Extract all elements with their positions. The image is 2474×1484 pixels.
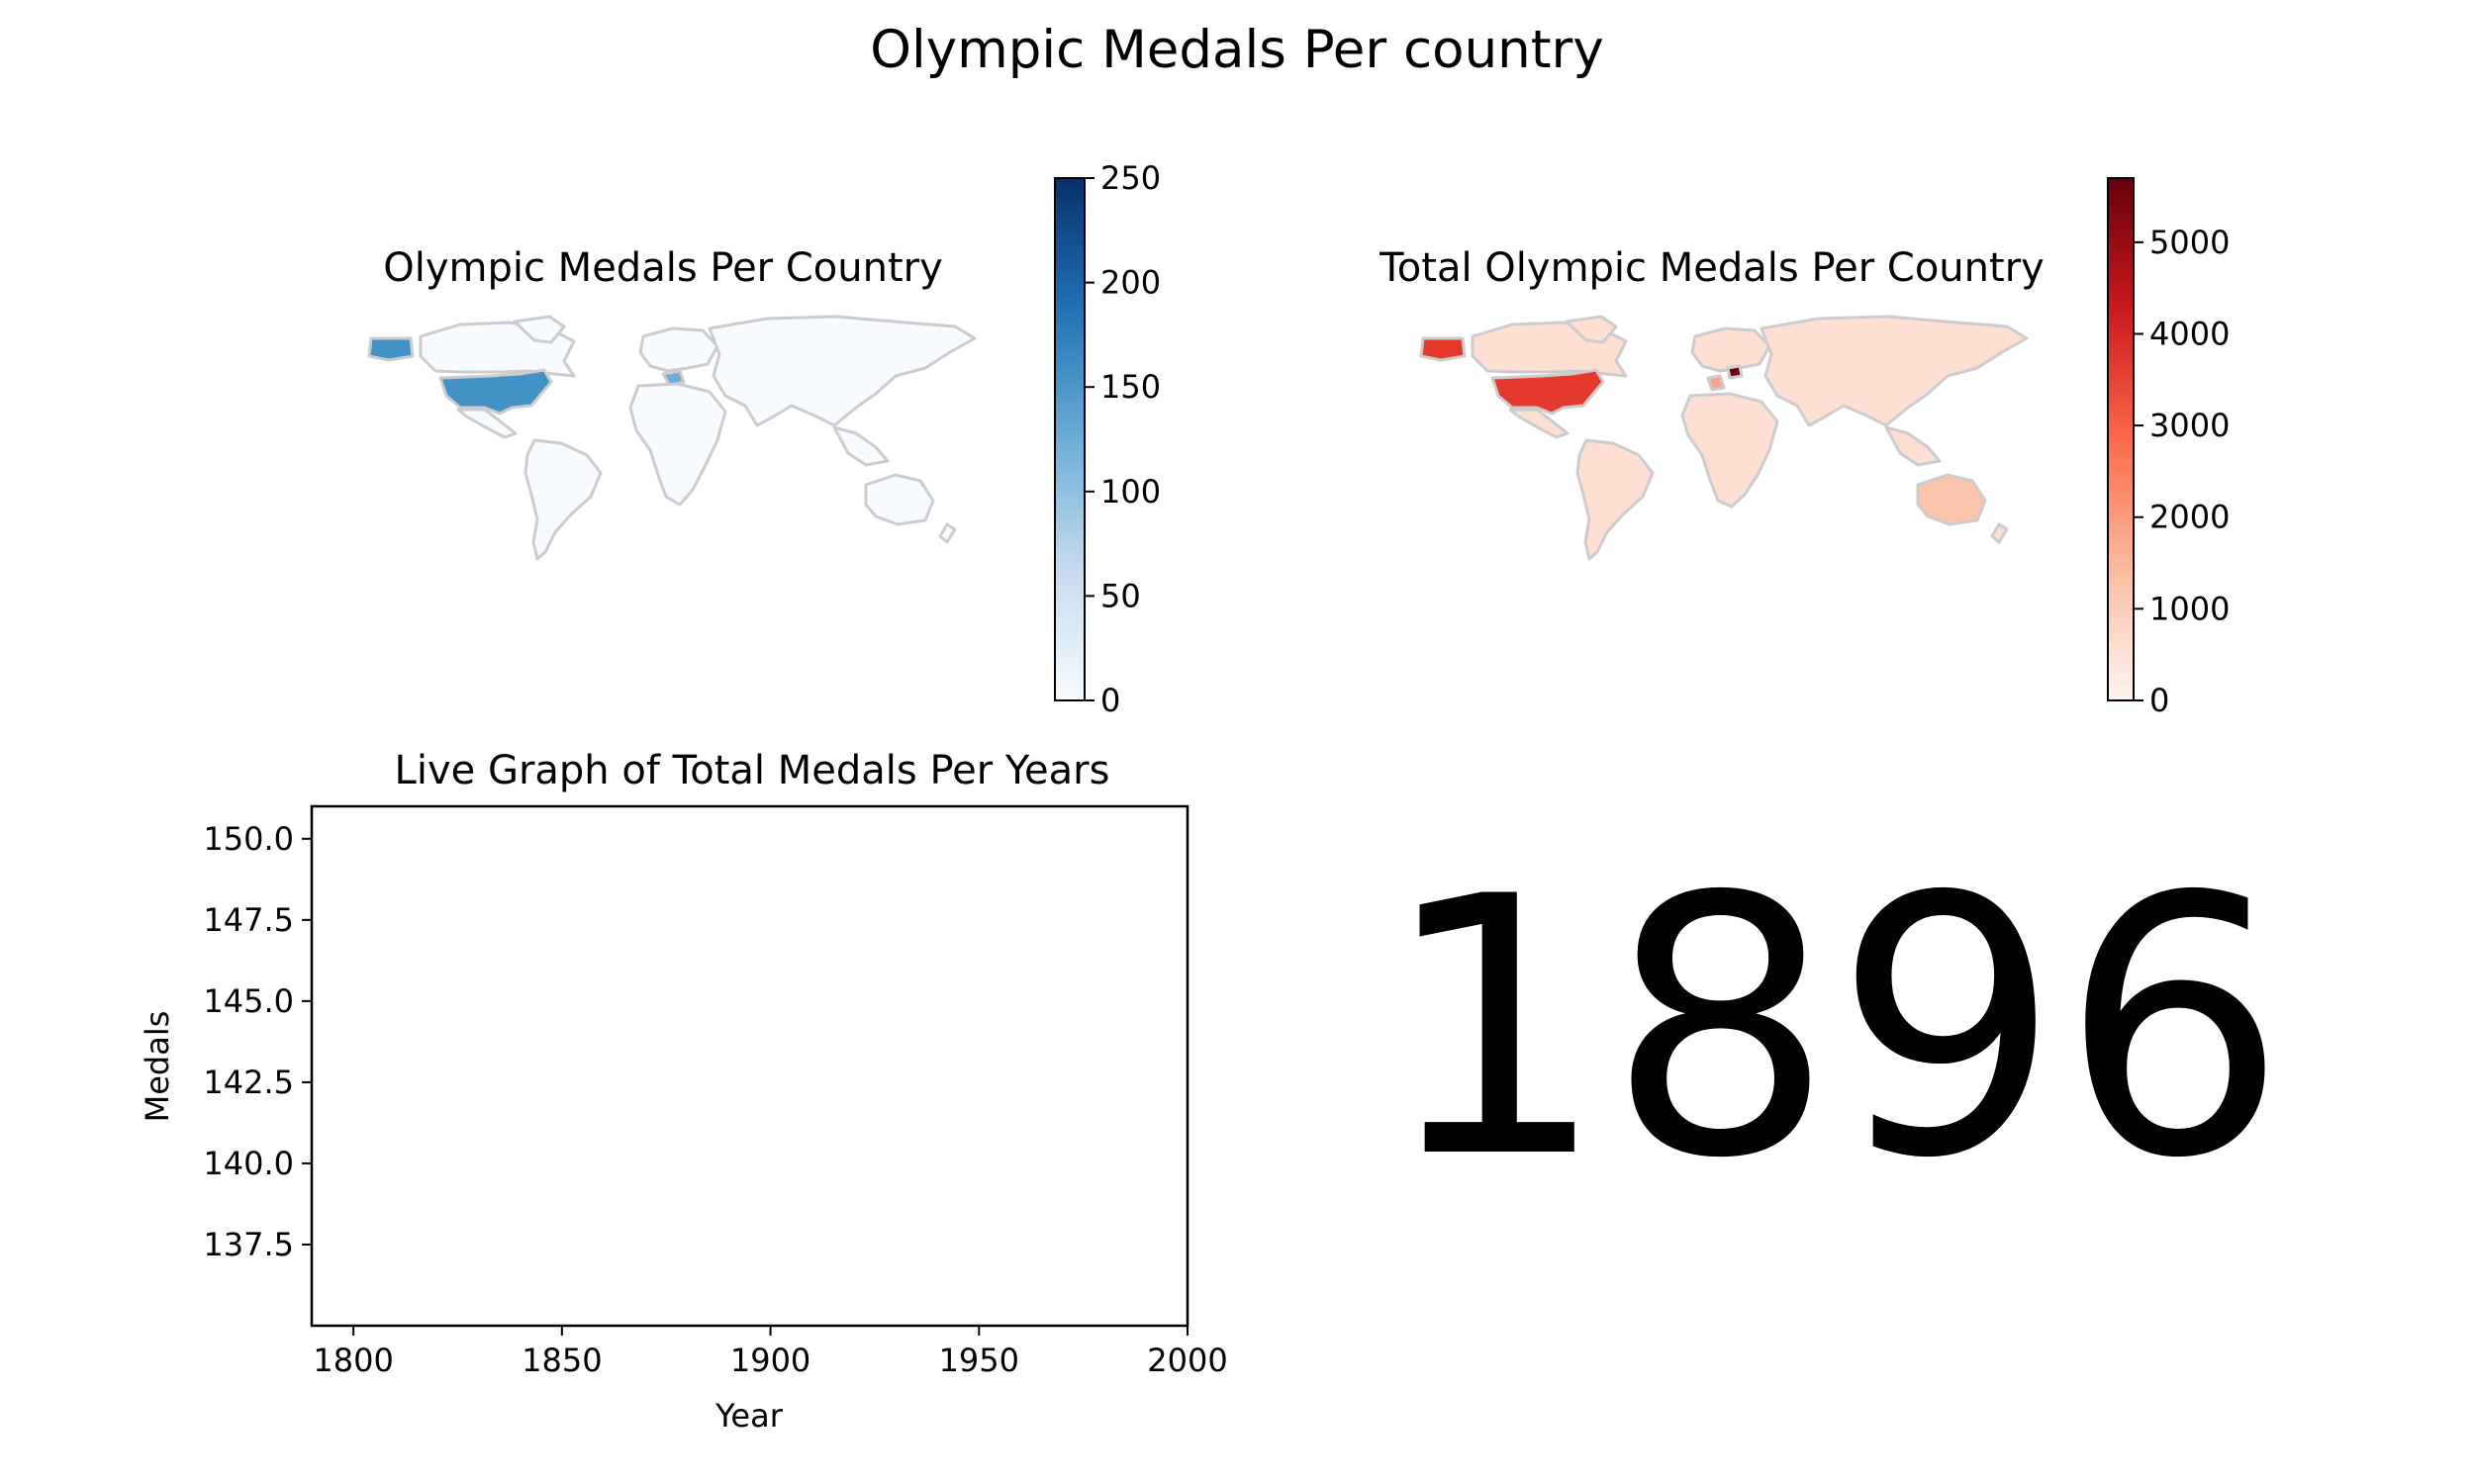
colorbar-tick-label: 0 [1100,682,1120,719]
colorbar-tick-label: 250 [1100,159,1161,197]
country-usa-alaska [1419,336,1467,362]
y-axis-label: Medals [139,1011,176,1123]
x-tick-label: 1800 [313,1342,393,1379]
colorbar-tick-label: 0 [2149,682,2169,719]
country-usa-alaska [367,336,415,362]
y-tick-label: 150.0 [203,820,294,858]
colorbar-reds: 0 1000 2000 3000 4000 5000 [2107,177,2230,719]
country-new-zealand [1990,522,2009,544]
country-greenland [513,315,566,344]
figure-title: Olympic Medals Per country [870,20,1604,80]
colorbar-gradient [1054,177,1086,701]
y-tick-label: 147.5 [203,901,294,939]
country-africa [1680,392,1779,509]
country-switzerland [1726,364,1744,380]
country-southeast-asia [1884,425,1942,467]
colorbar-tick-label: 2000 [2149,499,2230,536]
colorbar-tick-label: 200 [1100,264,1161,302]
plot-area [310,804,1189,1328]
y-tick-label: 142.5 [203,1064,294,1101]
country-russia-asia [708,315,977,427]
country-france [1706,374,1726,392]
country-mexico [1508,408,1570,439]
country-europe [638,326,719,373]
choropleth-map-medals [367,315,977,561]
current-year-display: 1896 [1380,821,2288,1236]
country-southeast-asia [832,425,890,467]
country-usa [1490,368,1605,416]
country-europe [1690,326,1771,373]
country-greenland [1565,315,1618,344]
colorbar-tick-label: 4000 [2149,315,2230,352]
country-mexico [456,408,518,439]
x-axis-label: Year [714,1397,784,1435]
choropleth-map-total-medals [1419,315,2029,561]
country-australia [1916,473,1987,526]
country-russia-asia [1760,315,2029,427]
x-tick-label: 1850 [522,1342,602,1379]
y-tick-label: 140.0 [203,1145,294,1182]
colorbar-tick-label: 1000 [2149,590,2230,627]
colorbar-tick-label: 100 [1100,473,1161,510]
line-chart-axes: 1800 1850 1900 1950 2000 137.5 140.0 142.5 145.0… [203,804,1228,1379]
colorbar-tick-label: 150 [1100,368,1161,406]
x-tick-label: 1950 [939,1342,1019,1379]
y-tick-label: 137.5 [203,1226,294,1263]
country-greece [661,369,686,388]
colorbar-gradient [2107,177,2135,701]
country-south-america [1575,438,1655,561]
country-new-zealand [938,522,957,544]
x-tick-label: 1900 [730,1342,810,1379]
map1-title: Olympic Medals Per Country [383,245,943,291]
country-australia [864,473,935,526]
country-africa [628,382,727,507]
y-tick-label: 145.0 [203,982,294,1020]
map2-title: Total Olympic Medals Per Country [1380,245,2045,291]
colorbar-tick-label: 50 [1100,577,1141,614]
colorbar-blues: 0 50 100 150 200 250 [1054,159,1161,719]
country-usa [438,368,553,416]
country-south-america [523,438,603,561]
colorbar-tick-label: 5000 [2149,224,2230,261]
colorbar-tick-label: 3000 [2149,407,2230,444]
line-chart-title: Live Graph of Total Medals Per Years [394,748,1110,793]
x-tick-label: 2000 [1147,1342,1227,1379]
